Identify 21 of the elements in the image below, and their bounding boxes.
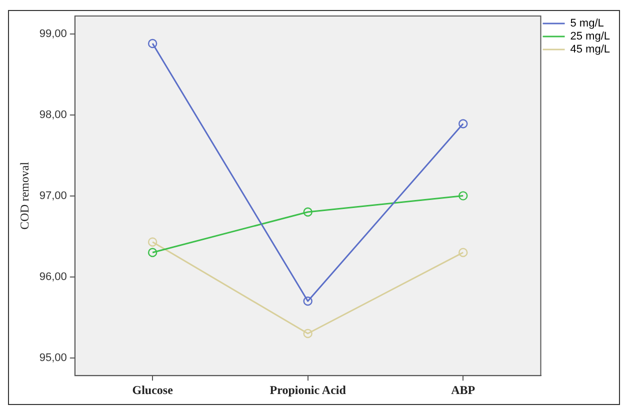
point — [458, 119, 468, 128]
y-tick-label: 97,00 — [39, 190, 67, 202]
y-axis-title: COD removal — [17, 161, 32, 230]
point — [303, 328, 312, 338]
x-tick-label: Propionic Acid — [270, 382, 346, 397]
x-tick-label: ABP — [451, 382, 476, 397]
point — [303, 207, 312, 217]
point — [303, 296, 312, 306]
x-tick-label: Glucose — [132, 382, 174, 397]
legend-label: 25 mg/L — [570, 30, 610, 43]
legend-label: 45 mg/L — [570, 44, 610, 56]
y-tick-label: 98,00 — [39, 108, 67, 121]
legend-label: 5 mg/L — [570, 18, 604, 30]
point — [458, 191, 468, 200]
y-tick-label: 95,00 — [39, 352, 67, 364]
y-tick-label: 99,00 — [39, 28, 67, 40]
point — [148, 248, 158, 258]
y-tick-label: 96,00 — [39, 270, 67, 283]
point — [148, 237, 158, 247]
point — [458, 248, 468, 258]
point — [148, 38, 158, 48]
